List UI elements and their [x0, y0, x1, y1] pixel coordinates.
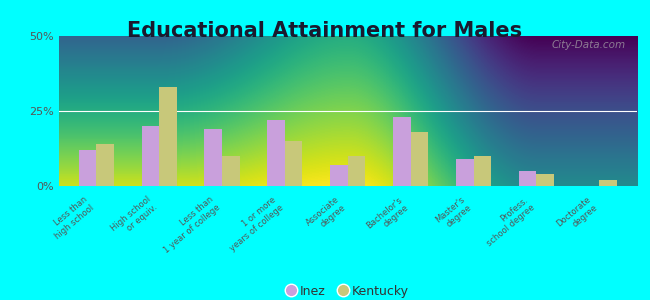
- Text: Doctorate
degree: Doctorate degree: [555, 195, 599, 237]
- Bar: [285, 141, 302, 186]
- Text: Educational Attainment for Males: Educational Attainment for Males: [127, 21, 523, 41]
- Bar: [411, 132, 428, 186]
- Text: Less than
high school: Less than high school: [47, 195, 96, 241]
- Text: High school
or equiv.: High school or equiv.: [109, 195, 159, 242]
- Legend: Inez, Kentucky: Inez, Kentucky: [281, 280, 414, 300]
- Bar: [599, 180, 617, 186]
- Bar: [473, 156, 491, 186]
- Bar: [519, 171, 536, 186]
- Text: Profess.
school degree: Profess. school degree: [478, 195, 536, 248]
- Text: Bachelor's
degree: Bachelor's degree: [365, 195, 411, 238]
- Text: Master's
degree: Master's degree: [434, 195, 473, 232]
- Text: Less than
1 year of college: Less than 1 year of college: [155, 195, 222, 255]
- Text: City-Data.com: City-Data.com: [551, 40, 625, 50]
- Text: Associate
degree: Associate degree: [304, 195, 348, 236]
- Text: 1 or more
years of college: 1 or more years of college: [221, 195, 285, 253]
- Bar: [456, 159, 473, 186]
- Bar: [204, 129, 222, 186]
- Bar: [536, 174, 554, 186]
- Bar: [79, 150, 96, 186]
- Bar: [330, 165, 348, 186]
- Bar: [222, 156, 240, 186]
- Bar: [142, 126, 159, 186]
- Bar: [96, 144, 114, 186]
- Bar: [159, 87, 177, 186]
- Bar: [267, 120, 285, 186]
- Bar: [348, 156, 365, 186]
- Bar: [393, 117, 411, 186]
